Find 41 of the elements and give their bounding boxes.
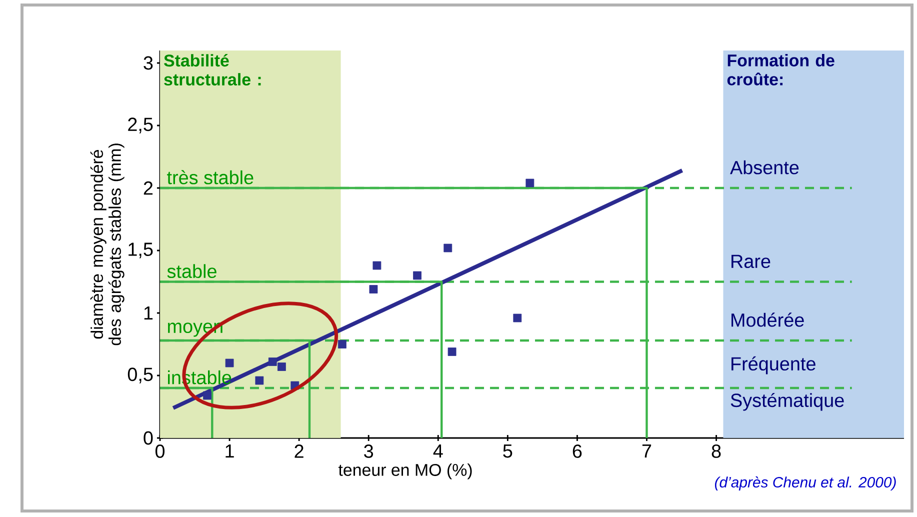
annotation: Rare xyxy=(732,254,770,268)
x-tick-label: 5 xyxy=(503,444,512,458)
x-tick-label: 6 xyxy=(572,444,582,458)
band-label: Stabilité structurale : xyxy=(164,54,261,86)
text: (d’après Chenu et al. 2000) xyxy=(714,476,896,490)
point xyxy=(338,340,346,348)
point xyxy=(448,348,456,356)
y-tick-label: 1,5 xyxy=(128,242,153,258)
annotation: stable xyxy=(167,264,216,278)
x-tick-label: 3 xyxy=(364,444,374,458)
point xyxy=(444,244,452,252)
point xyxy=(513,314,522,322)
x-tick-label: 8 xyxy=(712,444,721,458)
y-tick-label: 1 xyxy=(144,306,153,320)
point xyxy=(413,271,422,280)
y-tick-label: 0,5 xyxy=(128,368,153,384)
x-tick-label: 2 xyxy=(294,444,304,458)
annotation: Modérée xyxy=(732,312,804,327)
y-axis-title: diamètre moyen pondéré des agrégats stables (mm) xyxy=(90,144,124,346)
point xyxy=(225,358,234,368)
annotation: Absente xyxy=(730,160,799,174)
x-tick-label: 1 xyxy=(226,444,234,458)
band-label: Formation de croûte: xyxy=(727,54,834,86)
annotation: très stable xyxy=(167,170,254,184)
y-tick-label: 0 xyxy=(144,431,153,445)
annotation: Fréquente xyxy=(732,356,816,374)
x-tick-label: 4 xyxy=(433,444,443,458)
x-axis-title: teneur en MO (%) xyxy=(338,464,472,480)
y-tick-label: 2 xyxy=(144,181,153,195)
y-tick-label: 3 xyxy=(144,56,153,70)
x-tick-label: 7 xyxy=(642,444,652,458)
point xyxy=(268,358,277,366)
point xyxy=(369,285,378,294)
point xyxy=(203,391,212,400)
point xyxy=(255,376,264,385)
point xyxy=(526,178,534,188)
point xyxy=(277,362,286,371)
x-tick-label: 0 xyxy=(155,444,165,458)
point xyxy=(372,261,382,270)
annotation: Systématique xyxy=(730,392,844,411)
y-tick-label: 2,5 xyxy=(128,118,153,134)
